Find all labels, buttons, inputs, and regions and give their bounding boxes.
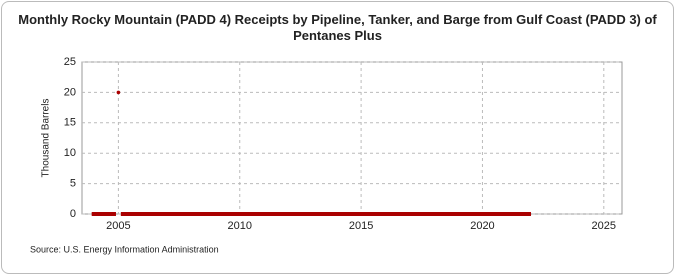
x-tick-label: 2025 [592, 220, 616, 232]
y-tick-label: 5 [70, 178, 76, 190]
y-tick-label: 15 [64, 117, 76, 129]
x-tick-label: 2005 [106, 220, 130, 232]
x-tick-label: 2010 [228, 220, 252, 232]
y-axis-label: Thousand Barrels [41, 99, 52, 178]
y-tick-label: 20 [64, 86, 76, 98]
source-note: Source: U.S. Energy Information Administ… [30, 244, 219, 254]
y-tick-label: 0 [70, 208, 76, 220]
x-tick-label: 2015 [349, 220, 373, 232]
x-tick-label: 2020 [470, 220, 494, 232]
chart-title: Monthly Rocky Mountain (PADD 4) Receipts… [18, 12, 657, 43]
plot-area [81, 61, 623, 215]
data-point [116, 90, 121, 95]
y-tick-label: 25 [64, 56, 76, 68]
y-tick-label: 10 [64, 147, 76, 159]
